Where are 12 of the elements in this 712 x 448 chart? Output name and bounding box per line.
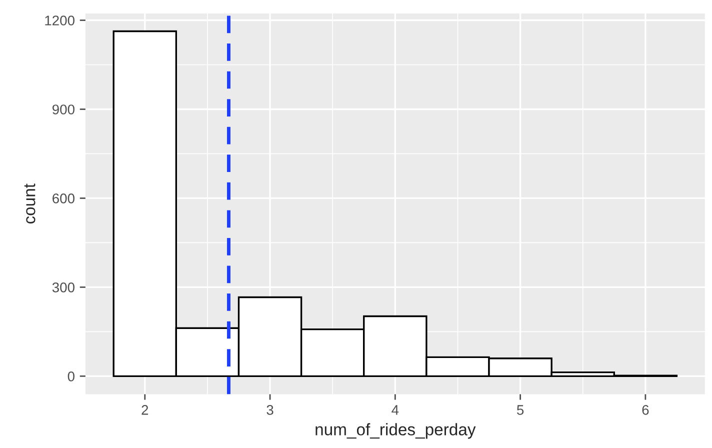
x-axis-title: num_of_rides_perday (316, 423, 476, 439)
y-axis-title: count (24, 184, 36, 224)
y-tick-label: 300 (52, 282, 74, 292)
x-tick-label: 5 (516, 405, 524, 415)
x-tick-label: 3 (266, 405, 274, 415)
x-tick-label: 6 (642, 405, 649, 415)
x-tick-label: 4 (392, 405, 399, 415)
y-tick-label: 0 (68, 371, 74, 382)
y-tick-label: 1200 (45, 16, 74, 26)
y-tick-label: 600 (52, 194, 74, 204)
y-tick-label: 900 (52, 104, 74, 114)
x-tick-label: 2 (142, 405, 148, 415)
